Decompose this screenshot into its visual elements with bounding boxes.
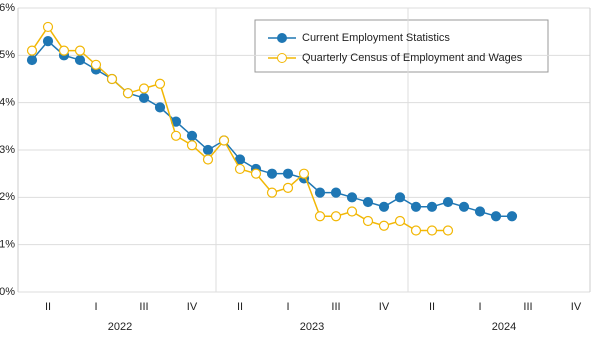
data-point bbox=[170, 130, 182, 141]
data-point bbox=[474, 206, 486, 217]
data-point bbox=[330, 211, 342, 222]
data-point bbox=[298, 168, 310, 179]
y-tick-label: 5% bbox=[0, 49, 15, 61]
data-point bbox=[442, 196, 454, 208]
data-point bbox=[314, 211, 326, 222]
data-point bbox=[426, 201, 438, 212]
data-point bbox=[266, 187, 278, 198]
x-tick-label: IV bbox=[379, 301, 390, 313]
data-point bbox=[330, 187, 342, 198]
data-point bbox=[26, 54, 38, 66]
x-tick-label: III bbox=[523, 301, 532, 313]
data-point bbox=[122, 88, 134, 99]
x-tick-label: II bbox=[237, 301, 243, 313]
legend-label: Current Employment Statistics bbox=[302, 32, 450, 44]
legend-marker bbox=[277, 53, 287, 63]
data-point bbox=[458, 201, 470, 212]
data-point bbox=[202, 144, 214, 156]
data-point bbox=[186, 130, 198, 141]
data-point bbox=[42, 36, 54, 47]
data-point bbox=[106, 73, 118, 85]
legend-marker bbox=[277, 33, 287, 43]
y-tick-label: 0% bbox=[0, 286, 15, 298]
x-tick-label: I bbox=[286, 301, 289, 313]
data-point bbox=[282, 182, 294, 193]
data-point bbox=[266, 168, 278, 179]
data-point bbox=[346, 206, 358, 217]
x-tick-label: IV bbox=[187, 301, 198, 313]
data-point bbox=[26, 45, 38, 56]
data-point bbox=[138, 92, 150, 104]
year-label: 2022 bbox=[108, 321, 132, 333]
y-tick-label: 4% bbox=[0, 97, 15, 109]
data-point bbox=[282, 168, 294, 179]
data-point bbox=[426, 225, 438, 236]
legend-box bbox=[254, 19, 549, 73]
data-point bbox=[506, 211, 518, 222]
y-tick-label: 6% bbox=[0, 2, 15, 14]
data-point bbox=[378, 201, 390, 212]
data-point bbox=[394, 192, 406, 203]
data-point bbox=[234, 163, 246, 175]
data-point bbox=[410, 225, 422, 236]
x-tick-label: II bbox=[429, 301, 435, 313]
data-point bbox=[90, 59, 102, 70]
data-point bbox=[410, 201, 422, 212]
data-point bbox=[362, 196, 374, 208]
data-point bbox=[346, 192, 358, 203]
data-point bbox=[314, 187, 326, 198]
data-point bbox=[138, 83, 150, 94]
data-point bbox=[202, 154, 214, 165]
data-point bbox=[42, 21, 54, 33]
data-point bbox=[218, 135, 230, 146]
x-tick-label: II bbox=[45, 301, 51, 313]
data-point bbox=[394, 215, 406, 227]
data-point bbox=[490, 211, 502, 222]
data-point bbox=[250, 168, 262, 179]
y-tick-label: 2% bbox=[0, 191, 15, 203]
data-point bbox=[378, 220, 390, 231]
data-point bbox=[154, 78, 166, 89]
data-point bbox=[154, 102, 166, 113]
data-point bbox=[186, 140, 198, 151]
year-label: 2023 bbox=[300, 321, 324, 333]
x-tick-label: I bbox=[94, 301, 97, 313]
y-tick-label: 3% bbox=[0, 144, 15, 156]
data-point bbox=[74, 45, 86, 56]
y-tick-label: 1% bbox=[0, 239, 15, 251]
x-tick-label: IV bbox=[571, 301, 582, 313]
x-tick-label: III bbox=[331, 301, 340, 313]
data-point bbox=[58, 45, 70, 56]
legend-label: Quarterly Census of Employment and Wages bbox=[302, 52, 523, 64]
data-point bbox=[362, 215, 374, 227]
data-point bbox=[442, 225, 454, 236]
data-point bbox=[74, 54, 86, 66]
x-tick-label: III bbox=[139, 301, 148, 313]
year-label: 2024 bbox=[492, 321, 516, 333]
x-tick-label: I bbox=[478, 301, 481, 313]
